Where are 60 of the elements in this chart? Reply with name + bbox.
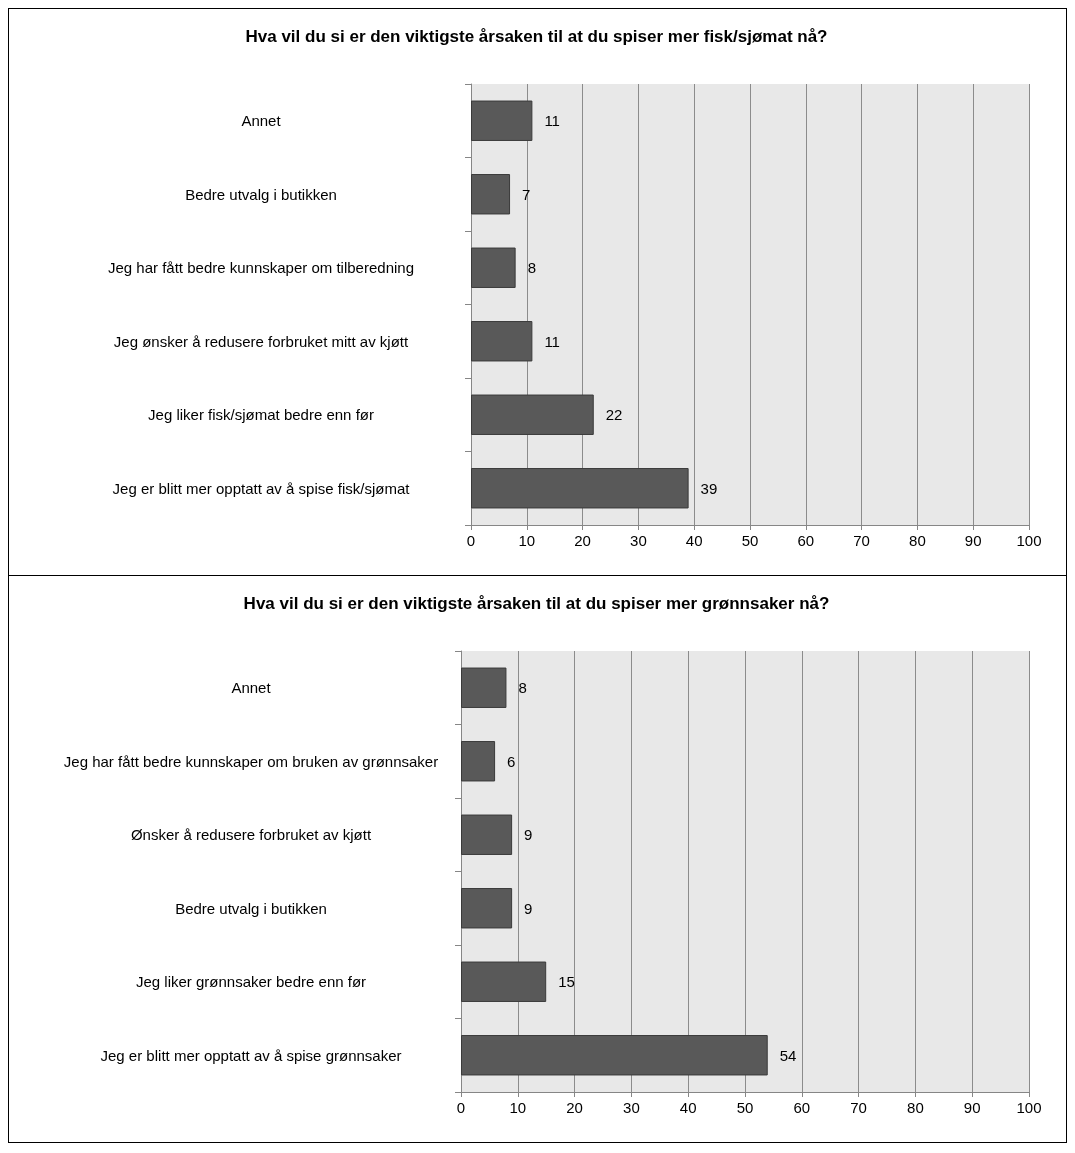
y-tick-label: Annet (231, 679, 272, 697)
y-tick-label: Jeg liker grønnsaker bedre enn før (135, 973, 367, 991)
y-tick-label: Jeg ønsker å redusere forbruket mitt av kjøtt (113, 332, 409, 350)
x-tick-label: 10 (509, 1099, 527, 1116)
bar (461, 1035, 768, 1076)
data-label: 11 (544, 332, 560, 350)
y-tick-label: Ønsker å redusere forbruket av kjøtt (130, 826, 372, 844)
x-tick-label: 30 (623, 1099, 640, 1116)
data-label: 7 (522, 185, 531, 203)
data-label: 39 (700, 479, 718, 497)
bar (461, 888, 513, 929)
x-tick-label: 50 (736, 1099, 754, 1116)
data-label: 8 (527, 259, 536, 277)
x-tick-label: 40 (685, 532, 703, 549)
x-tick-label: 30 (630, 532, 647, 549)
bar (461, 961, 547, 1002)
x-tick-label: 10 (518, 532, 536, 549)
x-tick-label: 40 (679, 1099, 697, 1116)
bar (471, 321, 533, 362)
data-label: 11 (544, 112, 560, 130)
x-tick-label: 0 (456, 1099, 466, 1116)
x-tick-label: 90 (964, 532, 982, 549)
y-tick-label: Bedre utvalg i butikken (175, 899, 327, 917)
bar (461, 741, 496, 782)
x-tick-label: 80 (909, 532, 926, 549)
bar (471, 394, 594, 435)
x-tick-label: 60 (797, 532, 815, 549)
x-tick-label: 90 (963, 1099, 981, 1116)
bar (461, 667, 507, 708)
y-tick-label: Jeg er blitt mer opptatt av å spise fisk/sjømat (112, 479, 411, 497)
y-tick-label: Bedre utvalg i butikken (185, 185, 337, 203)
x-tick-label: 100 (1016, 532, 1042, 549)
bar (461, 814, 513, 855)
chart-title: Hva vil du si er den viktigste årsaken til at du spiser mer fisk/sjømat nå? (245, 27, 828, 46)
data-label: 9 (524, 899, 533, 917)
data-label: 54 (779, 1046, 797, 1064)
x-tick-label: 70 (850, 1099, 867, 1116)
y-tick-label: Jeg er blitt mer opptatt av å spise grønnsaker (100, 1046, 402, 1064)
x-tick-label: 0 (466, 532, 476, 549)
data-label: 8 (518, 679, 527, 697)
bar (471, 174, 511, 215)
x-tick-label: 80 (907, 1099, 924, 1116)
y-tick-label: Jeg har fått bedre kunnskaper om bruken av grønnsaker (63, 752, 439, 770)
y-tick-label: Annet (241, 112, 282, 130)
bar (471, 247, 516, 288)
x-tick-label: 20 (574, 532, 591, 549)
bar (471, 468, 689, 509)
x-tick-label: 20 (566, 1099, 583, 1116)
x-tick-label: 70 (853, 532, 870, 549)
y-tick-label: Jeg liker fisk/sjømat bedre enn før (148, 406, 374, 424)
x-tick-label: 60 (793, 1099, 811, 1116)
data-label: 15 (558, 973, 575, 991)
bar (471, 100, 533, 141)
data-label: 9 (524, 826, 533, 844)
chart-title: Hva vil du si er den viktigste årsaken til at du spiser mer grønnsaker nå? (243, 594, 830, 613)
data-label: 6 (507, 752, 516, 770)
data-label: 22 (605, 406, 623, 424)
x-tick-label: 50 (741, 532, 759, 549)
x-tick-label: 100 (1016, 1099, 1042, 1116)
y-tick-label: Jeg har fått bedre kunnskaper om tilberedning (107, 259, 415, 277)
